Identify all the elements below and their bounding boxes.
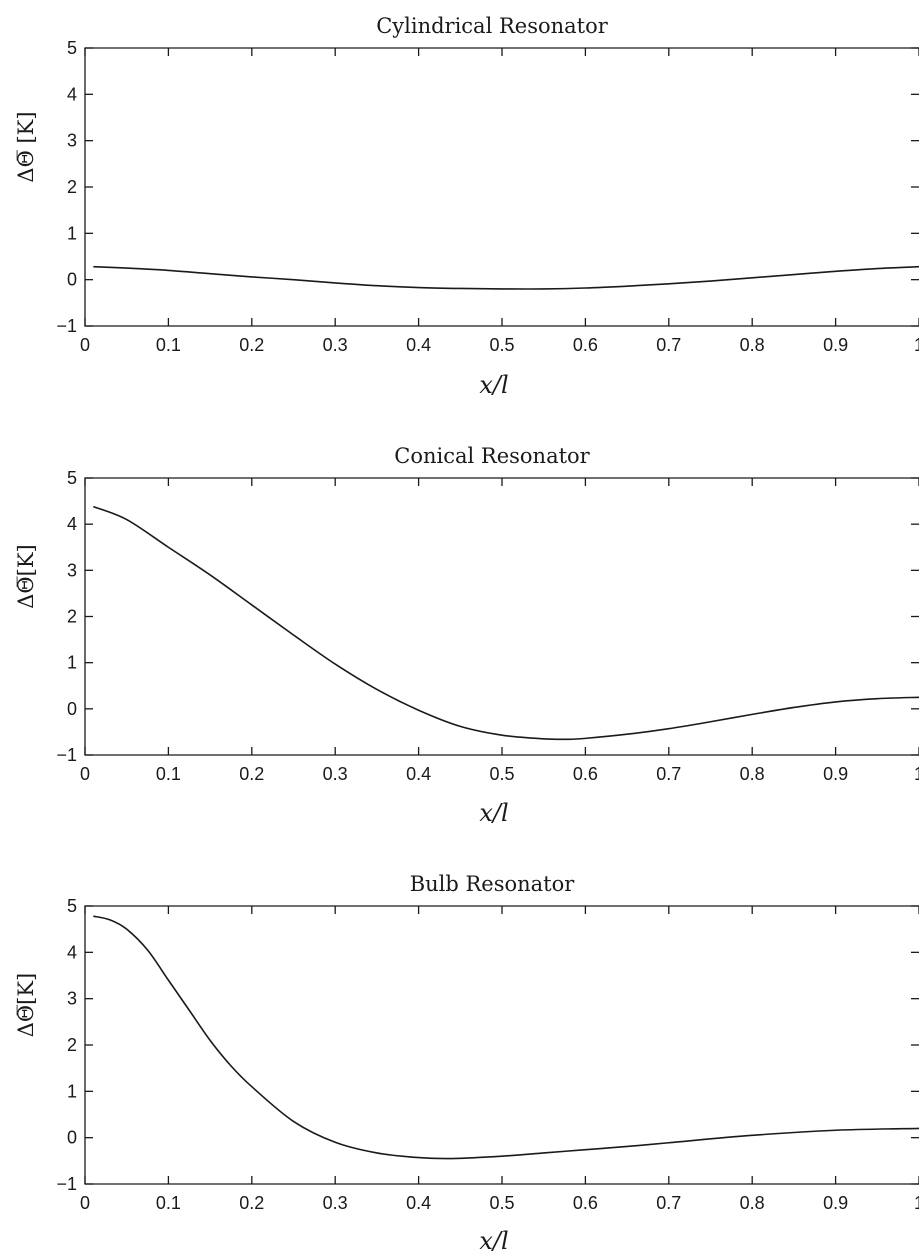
y-tick-label: 1 — [67, 1081, 77, 1101]
chart-title: Cylindrical Resonator — [376, 14, 609, 38]
y-tick-label: 0 — [67, 1128, 77, 1148]
y-tick-label: 4 — [67, 514, 77, 534]
y-tick-label: −1 — [56, 316, 77, 336]
y-tick-label: 3 — [67, 560, 77, 580]
y-tick-label: 0 — [67, 270, 77, 290]
x-tick-label: 0.7 — [656, 335, 681, 355]
x-tick-label: 0 — [80, 764, 90, 784]
x-tick-label: 0.7 — [656, 1193, 681, 1213]
x-tick-label: 1 — [914, 764, 919, 784]
x-tick-label: 0.4 — [406, 764, 431, 784]
x-tick-label: 1 — [914, 335, 919, 355]
y-tick-label: 4 — [67, 84, 77, 104]
x-axis-label: x/l — [479, 1227, 508, 1255]
x-tick-label: 0.3 — [323, 1193, 348, 1213]
y-tick-label: 2 — [67, 1035, 77, 1055]
y-axis-label: ΔΘ̅ [K] — [14, 111, 38, 182]
x-tick-label: 0.6 — [573, 764, 598, 784]
x-tick-label: 0.5 — [489, 1193, 514, 1213]
x-tick-label: 0.4 — [406, 1193, 431, 1213]
series-line-1 — [93, 505, 919, 741]
x-tick-label: 0.8 — [740, 335, 765, 355]
chart-title: Conical Resonator — [394, 444, 590, 468]
x-tick-label: 0.8 — [740, 1193, 765, 1213]
x-axis-label: x/l — [479, 799, 508, 827]
series-line-1 — [93, 915, 919, 1160]
chart-panel-1: Cylindrical Resonator 0 0.1 0.2 0.3 0.4 0.5 0.6… — [14, 14, 919, 399]
x-tick-label: 0 — [80, 335, 90, 355]
y-tick-label: 5 — [67, 38, 77, 58]
x-tick-label: 0.9 — [823, 764, 848, 784]
x-tick-label: 0.9 — [823, 1193, 848, 1213]
axes-frame — [84, 477, 919, 756]
x-tick-label: 0.6 — [573, 335, 598, 355]
y-axis-label: ΔΘ̅[K] — [14, 973, 38, 1037]
x-tick-label: 0 — [80, 1193, 90, 1213]
y-tick-label: −1 — [56, 1174, 77, 1194]
x-tick-label: 0.5 — [489, 764, 514, 784]
x-tick-label: 0.7 — [656, 764, 681, 784]
y-tick-label: 2 — [67, 177, 77, 197]
x-tick-label: 0.1 — [156, 764, 181, 784]
y-tick-label: 5 — [67, 468, 77, 488]
x-tick-label: 0.2 — [239, 335, 264, 355]
chart-panel-2: Conical Resonator 0 0.1 0.2 0.3 0.4 0.5 0.6 0.7 0… — [14, 444, 919, 827]
y-tick-label: 2 — [67, 607, 77, 627]
x-tick-label: 0.2 — [239, 1193, 264, 1213]
x-tick-label: 0.6 — [573, 1193, 598, 1213]
series-line-1 — [93, 265, 919, 290]
x-tick-label: 0.3 — [323, 335, 348, 355]
x-axis-label: x/l — [479, 371, 508, 399]
x-tick-label: 1 — [914, 1193, 919, 1213]
x-tick-label: 0.1 — [156, 335, 181, 355]
chart-title: Bulb Resonator — [410, 872, 576, 896]
chart-panel-3: Bulb Resonator 0 0.1 0.2 0.3 0.4 0.5 0.6 0.7 0.8 0… — [14, 872, 919, 1255]
x-tick-label: 0.5 — [489, 335, 514, 355]
x-tick-label: 0.2 — [239, 764, 264, 784]
x-tick-label: 0.8 — [740, 764, 765, 784]
x-tick-label: 0.9 — [823, 335, 848, 355]
y-tick-label: 5 — [67, 896, 77, 916]
x-tick-label: 0.3 — [323, 764, 348, 784]
y-tick-label: −1 — [56, 745, 77, 765]
y-tick-label: 4 — [67, 942, 77, 962]
y-tick-label: 3 — [67, 989, 77, 1009]
y-tick-label: 3 — [67, 131, 77, 151]
x-tick-label: 0.4 — [406, 335, 431, 355]
axes-frame — [84, 905, 919, 1185]
y-tick-label: 0 — [67, 699, 77, 719]
y-axis-label: ΔΘ̅[K] — [14, 544, 38, 608]
y-tick-label: 1 — [67, 223, 77, 243]
x-tick-label: 0.1 — [156, 1193, 181, 1213]
axes-frame — [84, 47, 919, 327]
y-tick-label: 1 — [67, 653, 77, 673]
